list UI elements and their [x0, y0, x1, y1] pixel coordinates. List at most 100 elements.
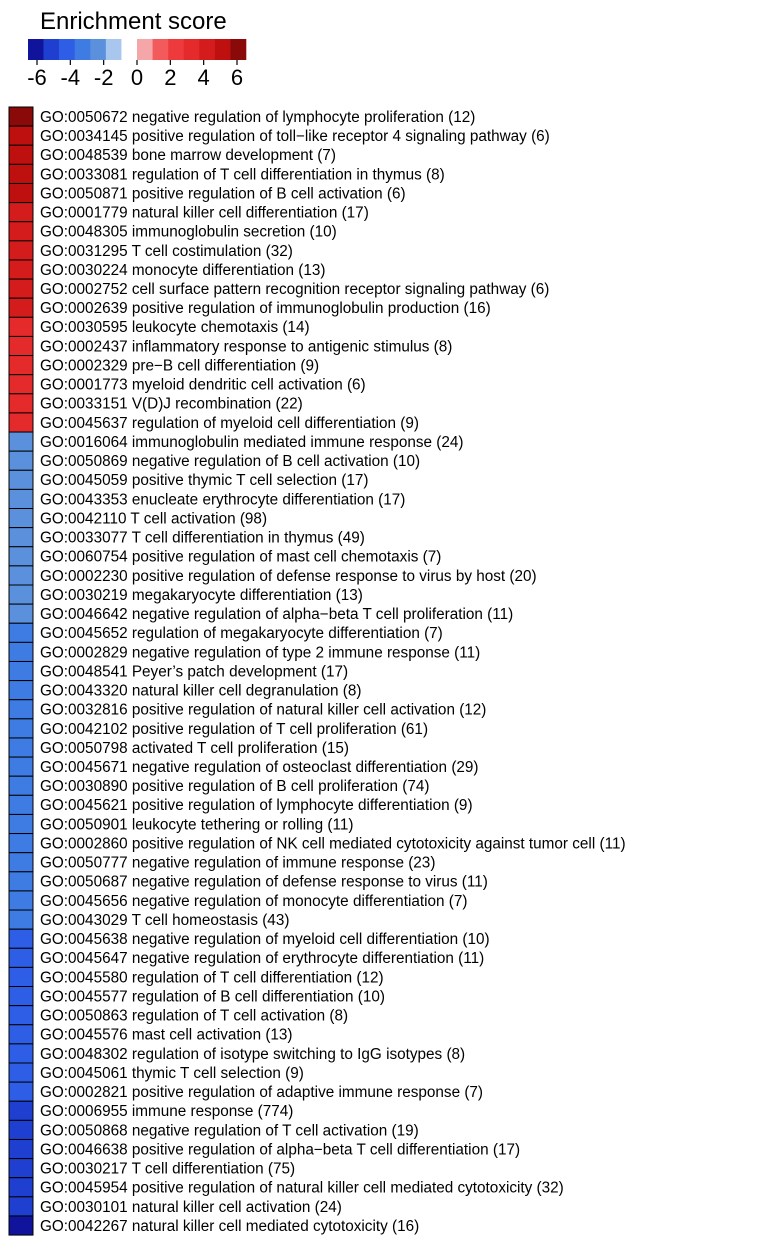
- heatmap-cell: [8, 775, 34, 796]
- heatmap-cell: [8, 202, 34, 223]
- heatmap-cell: [8, 488, 34, 510]
- heatmap-cell: [8, 660, 34, 682]
- go-term-label: GO:0050687 negative regulation of defens…: [40, 874, 488, 891]
- legend-tick-label: 4: [198, 65, 210, 90]
- go-term-label: GO:0002230 positive regulation of defens…: [40, 568, 537, 585]
- go-term-label: GO:0045637 regulation of myeloid cell di…: [40, 415, 419, 432]
- heatmap-cell: [8, 794, 34, 815]
- go-term-label: GO:0032816 positive regulation of natura…: [40, 702, 486, 719]
- heatmap-cell: [8, 182, 34, 204]
- heatmap-cell: [8, 163, 34, 184]
- go-term-label: GO:0045059 positive thymic T cell select…: [40, 472, 368, 489]
- legend-swatch: [121, 39, 138, 60]
- go-term-label: GO:0043353 enucleate erythrocyte differe…: [40, 491, 405, 508]
- go-term-label: GO:0050798 activated T cell proliferatio…: [40, 740, 349, 757]
- heatmap-cell: [8, 393, 34, 414]
- heatmap-cell: [8, 622, 34, 643]
- legend-color-bar: [28, 39, 247, 60]
- go-term-label: GO:0050901 leukocyte tethering or rollin…: [40, 816, 353, 833]
- heatmap-cell: [8, 125, 34, 146]
- heatmap-cell: [8, 1196, 34, 1217]
- go-term-label: GO:0030219 megakaryocyte differentiation…: [40, 587, 363, 604]
- heatmap-cell: [8, 508, 34, 529]
- heatmap-cell: [8, 355, 34, 376]
- legend-swatch: [230, 39, 247, 60]
- legend-title: Enrichment score: [40, 8, 227, 35]
- legend-swatch: [199, 39, 216, 60]
- legend-swatch: [59, 39, 76, 60]
- go-term-label: GO:0033077 T cell differentiation in thy…: [40, 530, 365, 547]
- go-term-label: GO:0050777 negative regulation of immune…: [40, 855, 435, 872]
- legend-swatch: [90, 39, 107, 60]
- heatmap-cell: [8, 469, 34, 490]
- legend-tick-label: 2: [164, 65, 176, 90]
- heatmap-cell: [8, 565, 34, 586]
- legend-swatch: [214, 39, 231, 60]
- go-term-label: GO:0045954 positive regulation of natura…: [40, 1180, 564, 1197]
- heatmap-cell: [8, 374, 34, 395]
- heatmap-cell: [8, 641, 34, 662]
- go-term-label: GO:0050672 negative regulation of lympho…: [40, 109, 475, 126]
- heatmap-cell: [8, 986, 34, 1007]
- heatmap-cell: [8, 1177, 34, 1198]
- go-term-label: GO:0045061 thymic T cell selection (9): [40, 1065, 304, 1082]
- heatmap-cell: [8, 527, 34, 548]
- go-term-label: GO:0045577 regulation of B cell differen…: [40, 988, 385, 1005]
- legend-swatch: [105, 39, 122, 60]
- go-term-label: GO:0050868 negative regulation of T cell…: [40, 1122, 419, 1139]
- go-term-label: GO:0016064 immunoglobulin mediated immun…: [40, 434, 463, 451]
- go-term-label: GO:0045671 negative regulation of osteoc…: [40, 759, 479, 776]
- go-term-label: GO:0002752 cell surface pattern recognit…: [40, 281, 549, 298]
- heatmap-cell: [8, 240, 34, 261]
- heatmap-cell: [8, 909, 34, 930]
- heatmap-cell: [8, 259, 34, 280]
- legend-tick-label: -4: [61, 65, 81, 90]
- heatmap-cell: [8, 278, 34, 299]
- go-term-label: GO:0050871 positive regulation of B cell…: [40, 185, 406, 202]
- go-term-label: GO:0034145 positive regulation of toll−l…: [40, 128, 550, 145]
- legend-swatch: [168, 39, 185, 60]
- heatmap-cell: [8, 106, 34, 127]
- go-term-label: GO:0048305 immunoglobulin secretion (10): [40, 224, 337, 241]
- go-term-label: GO:0030224 monocyte differentiation (13): [40, 262, 325, 279]
- go-term-label: GO:0046642 negative regulation of alpha−…: [40, 606, 513, 623]
- go-term-label: GO:0002821 positive regulation of adapti…: [40, 1084, 483, 1101]
- heatmap-cell: [8, 1081, 34, 1102]
- go-term-label: GO:0042102 positive regulation of T cell…: [40, 721, 428, 738]
- go-term-label: GO:0002437 inflammatory response to anti…: [40, 338, 452, 355]
- go-term-label: GO:0002860 positive regulation of NK cel…: [40, 835, 626, 852]
- heatmap-cell: [8, 890, 34, 911]
- go-term-label: GO:0045647 negative regulation of erythr…: [40, 950, 484, 967]
- go-term-label: GO:0042267 natural killer cell mediated …: [40, 1218, 419, 1235]
- heatmap-cell: [8, 1062, 34, 1083]
- go-term-label: GO:0001773 myeloid dendritic cell activa…: [40, 377, 366, 394]
- heatmap-cell: [8, 966, 34, 988]
- go-term-label: GO:0045576 mast cell activation (13): [40, 1027, 293, 1044]
- heatmap-cell: [8, 813, 34, 835]
- heatmap-cell: [8, 546, 34, 567]
- heatmap-cell: [8, 335, 34, 357]
- heatmap-cell: [8, 699, 34, 720]
- go-term-label: GO:0002639 positive regulation of immuno…: [40, 300, 491, 317]
- legend-swatch: [74, 39, 91, 60]
- go-term-label: GO:0045621 positive regulation of lympho…: [40, 797, 473, 814]
- go-term-label: GO:0031295 T cell costimulation (32): [40, 243, 293, 260]
- heatmap-cell: [8, 412, 34, 433]
- legend-tick-label: 0: [131, 65, 143, 90]
- heatmap-cell: [8, 833, 34, 854]
- heatmap-cell: [8, 718, 34, 739]
- go-term-label: GO:0002329 pre−B cell differentiation (9…: [40, 357, 319, 374]
- heatmap-cell: [8, 1215, 34, 1236]
- go-term-label: GO:0043029 T cell homeostasis (43): [40, 912, 289, 929]
- heatmap-cell: [8, 1138, 34, 1160]
- legend-tick-label: 6: [231, 65, 243, 90]
- heatmap-cell: [8, 603, 34, 624]
- legend-swatch: [28, 39, 44, 60]
- heatmap-cell: [8, 297, 34, 318]
- go-term-label: GO:0030217 T cell differentiation (75): [40, 1161, 295, 1178]
- go-term-label: GO:0045652 regulation of megakaryocyte d…: [40, 625, 443, 642]
- heatmap-cell: [8, 1119, 34, 1140]
- go-term-label: GO:0030890 positive regulation of B cell…: [40, 778, 429, 795]
- go-term-label: GO:0033081 regulation of T cell differen…: [40, 166, 445, 183]
